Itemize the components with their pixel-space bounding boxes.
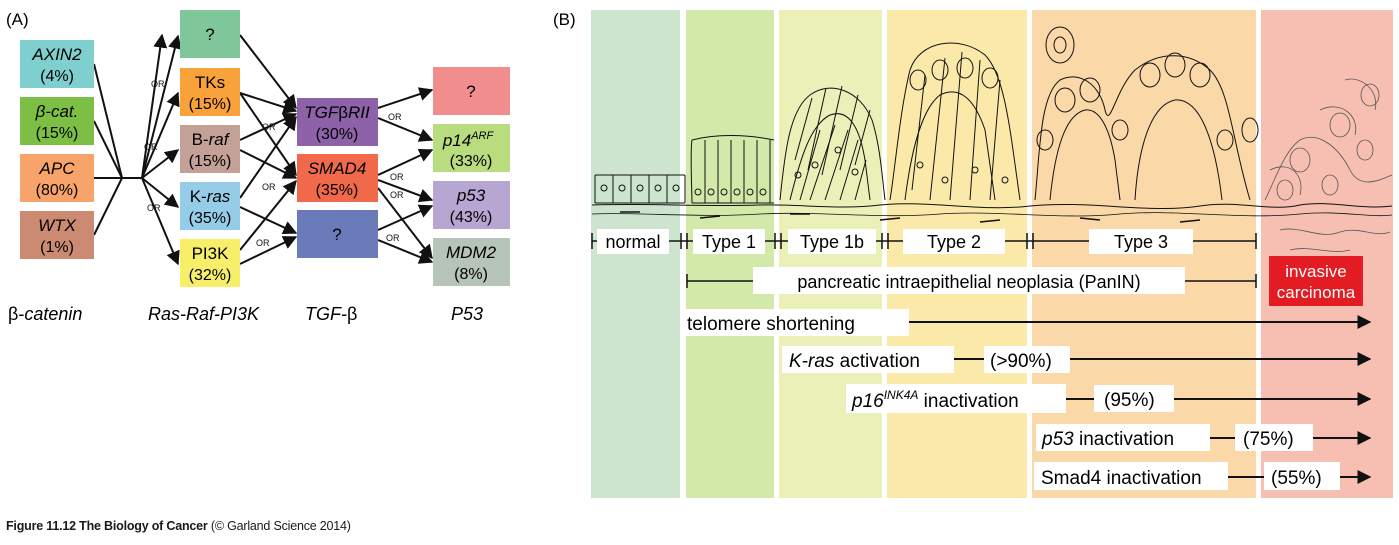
or-label: OR (386, 233, 400, 243)
p14arf-name: p14ARF (442, 130, 495, 150)
unknown-box-3-label: ? (466, 82, 475, 101)
smad4-name: SMAD4 (308, 159, 367, 178)
event-kras-pct: (>90%) (990, 351, 1052, 372)
or-label: OR (388, 112, 402, 122)
apc-box: APC (80%) (20, 154, 94, 202)
wtx-box: WTX (1%) (20, 211, 94, 259)
apc-name: APC (39, 159, 76, 178)
pi3k-name: PI3K (192, 244, 230, 263)
event-telomere: telomere shortening (687, 314, 855, 335)
pi3k-box: PI3K (32%) (180, 239, 240, 287)
braf-pct: (15%) (189, 153, 232, 170)
apc-pct: (80%) (36, 182, 79, 199)
invasive-label-1: invasive (1285, 262, 1346, 281)
wtx-name: WTX (38, 216, 76, 235)
stage-type2: Type 2 (927, 232, 981, 252)
stage-normal: normal (605, 232, 660, 252)
tgfbrii-box: TGFβRII (30%) (297, 98, 378, 146)
wtx-pct: (1%) (40, 239, 74, 256)
panel-a-connectors (93, 33, 434, 266)
stage-type1: Type 1 (702, 232, 756, 252)
event-p53-pct: (75%) (1243, 429, 1294, 450)
band-invasive (1261, 10, 1393, 498)
or-label: OR (390, 172, 404, 182)
axin2-name: AXIN2 (31, 45, 82, 64)
kras-box: K-ras (35%) (180, 182, 240, 230)
panel-b-label: (B) (553, 10, 576, 29)
p14arf-pct: (33%) (450, 153, 493, 170)
event-labels: telomere shortening K-ras activation (>9… (681, 309, 1340, 490)
or-label: OR (390, 190, 404, 200)
mdm2-box: MDM2 (8%) (433, 238, 510, 286)
event-p16-pct: (95%) (1104, 390, 1155, 411)
or-label: OR (144, 142, 158, 152)
tks-pct: (15%) (189, 96, 232, 113)
or-label: OR (262, 122, 276, 132)
p53-pct: (43%) (450, 209, 493, 226)
event-smad4-pct: (55%) (1271, 468, 1322, 489)
invasive-label-2: carcinoma (1277, 283, 1356, 302)
invasive-carcinoma-box: invasive carcinoma (1269, 256, 1363, 306)
pathway-beta-catenin: β-catenin (8, 304, 82, 324)
p14arf-box: p14ARF (33%) (433, 124, 510, 172)
mdm2-pct: (8%) (454, 266, 488, 283)
event-smad4: Smad4 inactivation (1041, 468, 1202, 489)
p53-name: p53 (456, 186, 486, 205)
panel-a-label: (A) (6, 10, 29, 29)
kras-pct: (35%) (189, 210, 232, 227)
tgfbrii-pct: (30%) (316, 126, 359, 143)
epithelium-illustration (591, 26, 1393, 252)
event-kras: K-ras activation (789, 351, 920, 372)
event-p16: p16INK4A inactivation (851, 388, 1019, 412)
unknown-box-1-label: ? (205, 25, 214, 44)
tgfbrii-name: TGFβRII (304, 103, 370, 122)
braf-box: B-raf (15%) (180, 125, 240, 173)
or-label: OR (262, 182, 276, 192)
panin-label-bg (753, 267, 1185, 294)
axin2-box: AXIN2 (4%) (20, 40, 94, 88)
tks-name: TKs (195, 73, 225, 92)
figure-caption: Figure 11.12 The Biology of Cancer (© Ga… (6, 519, 351, 533)
unknown-box-3: ? (433, 67, 510, 115)
stage-type3: Type 3 (1114, 232, 1168, 252)
pathway-tgf-beta: TGF-β (305, 304, 357, 324)
braf-name: B-raf (192, 130, 231, 149)
or-labels: OR OR OR OR OR OR OR OR OR OR (144, 79, 404, 248)
or-label: OR (147, 203, 161, 213)
event-p53: p53 inactivation (1041, 429, 1174, 450)
kras-name: K-ras (190, 187, 231, 206)
or-label: OR (151, 79, 165, 89)
or-label: OR (256, 238, 270, 248)
caption-title: Figure 11.12 The Biology of Cancer (6, 519, 208, 533)
stage-labels: normal Type 1 Type 1b Type 2 Type 3 (597, 229, 1193, 254)
beta-cat-name: β-cat. (35, 102, 79, 121)
pathway-p53: P53 (451, 304, 483, 324)
smad4-box: SMAD4 (35%) (297, 154, 378, 202)
beta-cat-pct: (15%) (36, 125, 79, 142)
stage-type1b: Type 1b (800, 232, 864, 252)
beta-cat-box: β-cat. (15%) (20, 97, 94, 145)
unknown-box-1: ? (180, 10, 240, 58)
unknown-box-2: ? (297, 210, 378, 258)
tks-box: TKs (15%) (180, 68, 240, 116)
pi3k-pct: (32%) (189, 267, 232, 284)
smad4-pct: (35%) (316, 182, 359, 199)
mdm2-name: MDM2 (446, 243, 497, 262)
pathway-ras-raf-pi3k: Ras-Raf-PI3K (148, 304, 260, 324)
caption-credit: (© Garland Science 2014) (207, 519, 351, 533)
panin-label: pancreatic intraepithelial neoplasia (Pa… (797, 272, 1140, 292)
axin2-pct: (4%) (40, 68, 74, 85)
unknown-box-2-label: ? (332, 225, 341, 244)
p53-box: p53 (43%) (433, 181, 510, 229)
